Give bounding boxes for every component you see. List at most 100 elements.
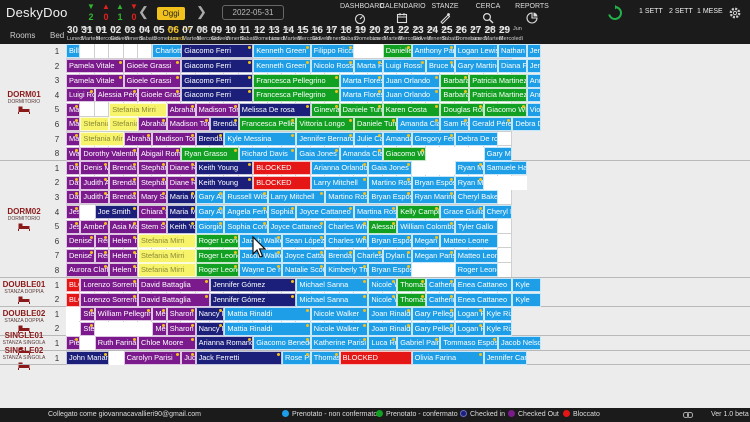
booking-bar[interactable]: Debra De rosa xyxy=(454,131,498,146)
booking-bar[interactable]: Luigi Rossi xyxy=(382,58,426,73)
booking-bar[interactable]: Lorenzo Sorrentino xyxy=(80,292,138,307)
booking-bar[interactable]: Amanda Clarke xyxy=(339,146,383,161)
booking-bar[interactable]: Giacomo White xyxy=(483,102,527,117)
booking-bar[interactable]: Martino Rossi xyxy=(368,175,412,190)
booking-bar[interactable]: Nicole Walker xyxy=(368,277,398,292)
booking-bar[interactable]: Daniele Turner xyxy=(339,102,383,117)
booking-bar[interactable]: Megan Parisi xyxy=(411,234,441,249)
booking-bar[interactable]: Joyce Cattaneo xyxy=(267,219,326,234)
booking-bar[interactable]: Madison Torres xyxy=(195,102,239,117)
blocked-booking[interactable]: BLOCKED xyxy=(339,350,412,365)
booking-bar[interactable]: Bryan Esposito xyxy=(411,175,455,190)
menu-cerca[interactable]: CERCA xyxy=(470,2,506,24)
booking-bar[interactable]: Stefania Mirri xyxy=(138,234,196,249)
booking-bar[interactable]: Stefania Mirri xyxy=(109,102,167,117)
booking-bar[interactable]: Amanda Clarke xyxy=(397,117,441,132)
empty-booking-slot[interactable] xyxy=(94,321,153,336)
booking-bar[interactable]: Brenda Castelli xyxy=(109,190,138,205)
booking-bar[interactable]: Judith Adams xyxy=(80,175,110,190)
booking-bar[interactable]: Daniele Turner xyxy=(354,117,398,132)
booking-bar[interactable]: Alessandro Caruso xyxy=(368,219,398,234)
booking-bar[interactable]: Mary Sanna xyxy=(138,190,167,205)
booking-bar[interactable]: Kenneth Green xyxy=(253,44,311,59)
booking-bar[interactable]: Samuele Hall xyxy=(483,161,527,176)
booking-bar[interactable]: Matteo Leone xyxy=(440,234,498,249)
booking-bar[interactable]: Francesca Pellegrino xyxy=(253,88,340,103)
booking-bar[interactable]: Kyle Rizzo xyxy=(483,321,513,336)
booking-bar[interactable]: Russell Wilson xyxy=(224,190,268,205)
booking-bar[interactable]: Stefania Mirri xyxy=(138,263,196,278)
booking-bar[interactable]: Amber Lombardi xyxy=(80,219,110,234)
booking-bar[interactable]: Carolyn Parisi xyxy=(123,350,182,365)
booking-bar[interactable]: Giorgio Torres xyxy=(195,219,225,234)
booking-bar[interactable]: Joan Rinaldi xyxy=(368,307,412,322)
booking-bar[interactable]: Bryan Esposito xyxy=(368,234,412,249)
booking-bar[interactable]: Sophia Conti xyxy=(267,204,297,219)
booking-bar[interactable]: Kyle xyxy=(512,292,542,307)
booking-bar[interactable]: Stefania xyxy=(80,307,95,322)
booking-bar[interactable]: Gioele Grassi xyxy=(123,73,182,88)
booking-bar[interactable]: Gary Pellegrino xyxy=(411,307,455,322)
booking-bar[interactable]: Larry Mitchell xyxy=(267,190,326,205)
booking-bar[interactable]: Dylan Leone xyxy=(382,248,412,263)
booking-bar[interactable]: Ryan Marino xyxy=(454,161,484,176)
booking-bar[interactable]: Jennifer Gómez xyxy=(210,292,297,307)
empty-booking-slot[interactable] xyxy=(354,44,383,59)
booking-bar[interactable]: Melissa xyxy=(152,307,167,322)
menu-reports[interactable]: REPORTS xyxy=(512,2,552,24)
booking-bar[interactable]: Keith Young xyxy=(195,161,254,176)
booking-bar[interactable]: Diane Riva xyxy=(166,161,196,176)
booking-bar[interactable]: Martina Ricci xyxy=(66,131,81,146)
booking-bar[interactable]: Joan Rinaldi xyxy=(368,321,412,336)
booking-bar[interactable]: Melissa xyxy=(152,321,167,336)
booking-bar[interactable]: Giacomo Benedetti xyxy=(253,336,311,351)
booking-bar[interactable]: Amanda Clarke xyxy=(382,131,412,146)
booking-bar[interactable]: Danielle Palm xyxy=(382,44,412,59)
booking-bar[interactable]: Martina Ricci xyxy=(66,102,81,117)
booking-bar[interactable]: Anna Sorrentino xyxy=(526,73,542,88)
booking-bar[interactable]: Jessica Gallo xyxy=(66,219,81,234)
booking-bar[interactable]: Pamela Vitale xyxy=(66,73,124,88)
booking-bar[interactable]: Giacomo Ferri xyxy=(181,58,254,73)
booking-bar[interactable]: Olivia Farina xyxy=(411,350,484,365)
booking-bar[interactable]: Gary Martinez xyxy=(483,146,513,161)
booking-bar[interactable]: Gregory Ferretti xyxy=(411,131,455,146)
booking-bar[interactable]: Gaia Jones xyxy=(296,146,340,161)
booking-bar[interactable]: Luigi Rossi xyxy=(66,88,95,103)
booking-bar[interactable]: Madison Torres xyxy=(152,131,196,146)
booking-bar[interactable]: Stefania Mirri xyxy=(138,248,196,263)
booking-bar[interactable]: Rem Morgan xyxy=(94,248,110,263)
booking-bar[interactable]: Abraham xyxy=(138,117,167,132)
booking-bar[interactable]: Enea Cattaneo xyxy=(454,292,513,307)
booking-bar[interactable]: John Mariani xyxy=(66,350,110,365)
booking-bar[interactable]: Chloe Moore xyxy=(138,336,196,351)
booking-bar[interactable]: Giacomo Ferri xyxy=(181,44,254,59)
view-1-month-button[interactable]: 1 MESE xyxy=(697,8,723,15)
booking-bar[interactable]: Thomas Bellini xyxy=(310,350,340,365)
booking-bar[interactable]: Bryan Esposito xyxy=(368,190,412,205)
booking-bar[interactable]: Rose Phillips xyxy=(282,350,311,365)
booking-bar[interactable]: Douglas Robinson xyxy=(440,102,484,117)
booking-bar[interactable]: Matteo Leone xyxy=(454,248,498,263)
booking-bar[interactable]: Billy Rizzi xyxy=(66,44,81,59)
booking-bar[interactable]: Stem Star xyxy=(138,219,167,234)
empty-booking-slot[interactable] xyxy=(66,307,81,322)
booking-bar[interactable]: Stefania Mirri xyxy=(80,131,124,146)
booking-bar[interactable]: Kimberly Thompson xyxy=(325,263,369,278)
view-1-week-button[interactable]: 1 SETT xyxy=(639,8,663,15)
booking-bar[interactable]: Vittoria Longo xyxy=(296,117,354,132)
booking-bar[interactable]: Pietro Bruno xyxy=(66,336,81,351)
booking-bar[interactable]: Kenneth Green xyxy=(253,58,311,73)
booking-bar[interactable]: Bryan Esposito xyxy=(368,263,412,278)
booking-bar[interactable]: Brenda Gallì xyxy=(195,131,225,146)
booking-bar[interactable]: David Battaglia xyxy=(138,277,210,292)
booking-bar[interactable]: Kyle Rizzo xyxy=(483,307,513,322)
booking-bar[interactable]: Stephanie Diaz xyxy=(138,175,167,190)
booking-bar[interactable]: Helen Torres xyxy=(109,234,138,249)
booking-bar[interactable]: Sean López xyxy=(282,234,326,249)
empty-bed-slot[interactable] xyxy=(94,102,110,117)
booking-bar[interactable]: Roger Leone xyxy=(195,234,239,249)
booking-bar[interactable]: David Marino xyxy=(66,190,81,205)
booking-bar[interactable]: Marta Flores xyxy=(339,73,383,88)
empty-bed-slot[interactable] xyxy=(498,233,513,249)
